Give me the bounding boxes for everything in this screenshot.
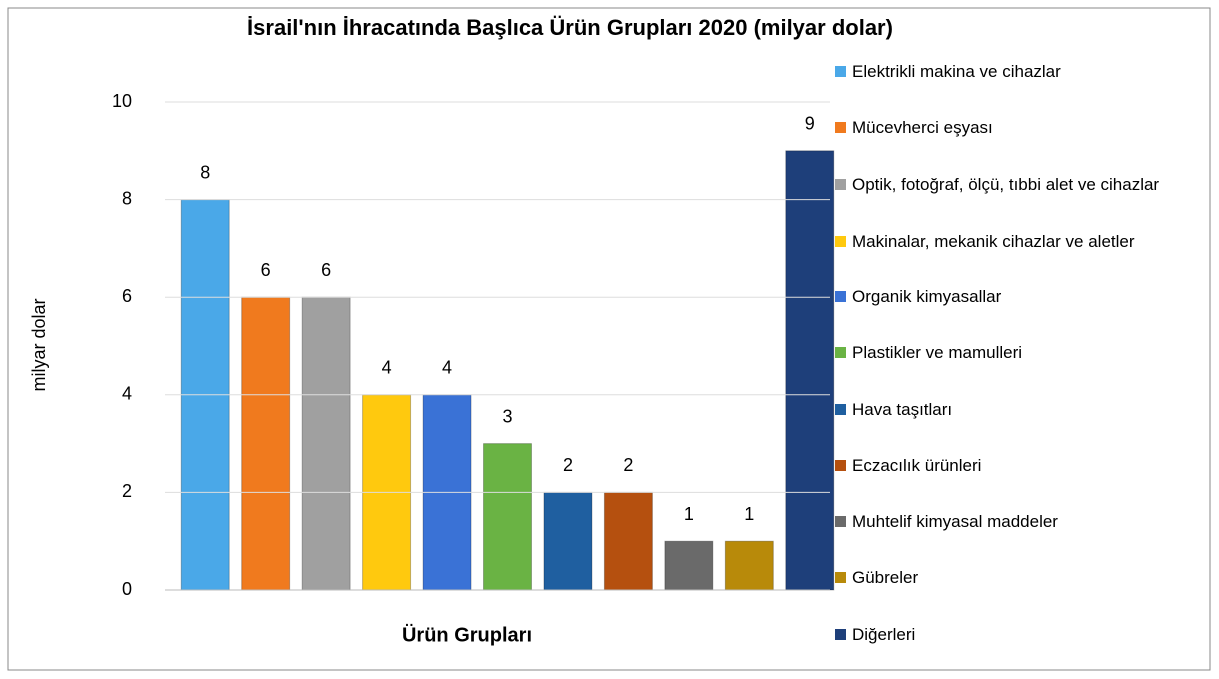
legend-label: Gübreler [852,568,919,587]
legend-label: Optik, fotoğraf, ölçü, tıbbi alet ve cih… [852,175,1160,194]
legend-swatch [835,179,846,190]
legend-swatch [835,460,846,471]
legend-entry: Makinalar, mekanik cihazlar ve aletler [835,228,1185,255]
legend-swatch [835,347,846,358]
legend-entry: Optik, fotoğraf, ölçü, tıbbi alet ve cih… [835,171,1185,198]
data-label: 1 [684,504,694,524]
legend-swatch [835,629,846,640]
legend-label: Muhtelif kimyasal maddeler [852,512,1058,531]
legend-entry: Muhtelif kimyasal maddeler [835,508,1185,535]
legend-label: Plastikler ve mamulleri [852,343,1023,362]
y-tick-label: 8 [122,188,132,208]
legend-entry: Mücevherci eşyası [835,114,1185,141]
legend-entry: Organik kimyasallar [835,283,1185,310]
bar [483,443,532,591]
data-label: 4 [382,358,392,378]
legend-label: Mücevherci eşyası [852,118,993,137]
bar [241,296,291,591]
legend-swatch [835,291,846,302]
legend-label: Hava taşıtları [852,400,953,419]
x-axis-title: Ürün Grupları [402,623,532,646]
data-label: 9 [805,114,815,134]
bar [603,491,653,591]
legend-label: Organik kimyasallar [852,287,1002,306]
legend-swatch [835,404,846,415]
legend-entry: Gübreler [835,564,1185,591]
legend-label: Elektrikli makina ve cihazlar [852,62,1061,81]
bar [724,540,774,591]
y-tick-label: 4 [122,384,132,404]
legend-swatch [835,66,846,77]
legend-swatch [835,516,846,527]
bar [543,491,593,591]
legend-swatch [835,122,846,133]
bar [664,540,714,591]
legend-label: Eczacılık ürünleri [852,456,982,475]
data-label: 2 [623,455,633,475]
data-label: 2 [563,455,573,475]
legend-entry: Plastikler ve mamulleri [835,339,1185,366]
data-label: 3 [502,406,512,426]
y-tick-label: 2 [122,481,132,501]
chart-title: İsrail'nın İhracatında Başlıca Ürün Grup… [247,15,893,40]
legend-entry: Hava taşıtları [835,396,1185,423]
y-tick-label: 6 [122,286,132,306]
legend-swatch [835,236,846,247]
data-label: 4 [442,358,452,378]
legend-entry: Elektrikli makina ve cihazlar [835,58,1185,85]
legend-label: Diğerleri [852,625,916,644]
y-tick-label: 10 [112,91,132,111]
bar [301,296,351,591]
bar [785,150,835,591]
y-axis-title: milyar dolar [29,298,49,391]
legend-entry: Eczacılık ürünleri [835,452,1185,479]
data-label: 6 [321,260,331,280]
data-label: 1 [744,504,754,524]
data-label: 8 [200,162,210,182]
legend-label: Makinalar, mekanik cihazlar ve aletler [852,232,1135,251]
data-label: 6 [261,260,271,280]
legend-swatch [835,572,846,583]
y-tick-label: 0 [122,579,132,599]
legend-entry: Diğerleri [835,621,1185,648]
